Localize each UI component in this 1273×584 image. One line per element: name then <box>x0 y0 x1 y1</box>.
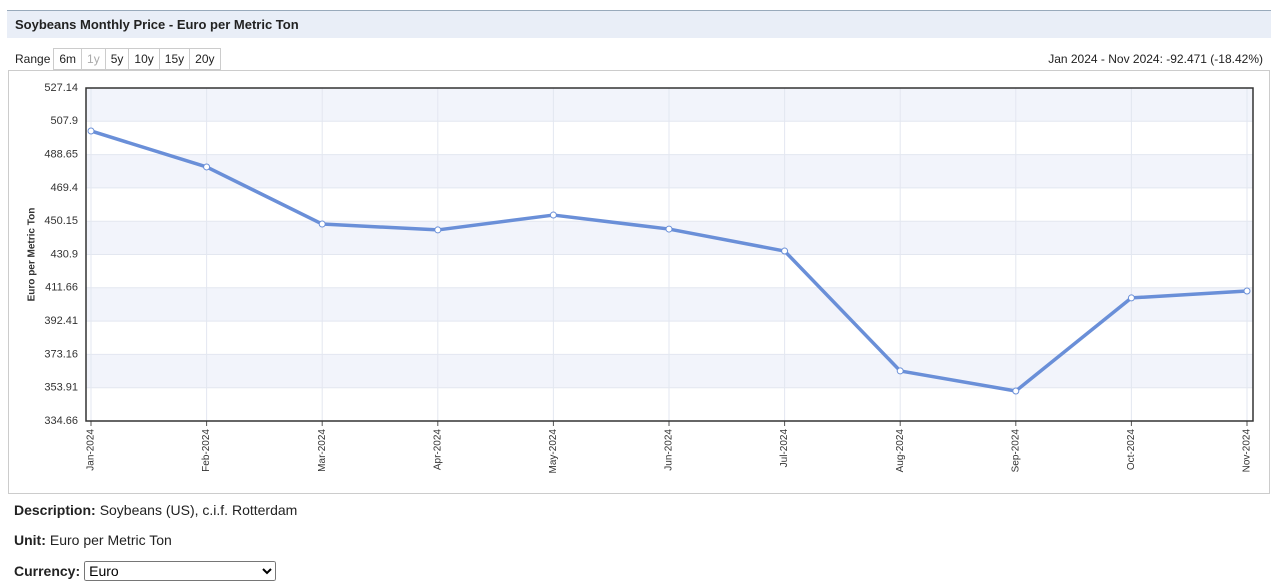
y-tick-label: 527.14 <box>44 82 78 94</box>
y-tick-label: 507.9 <box>50 115 78 127</box>
x-tick-label: Jul-2024 <box>779 429 790 468</box>
data-point <box>87 127 95 135</box>
x-tick-label: Mar-2024 <box>317 429 328 472</box>
y-tick-label: 353.91 <box>44 382 78 394</box>
header-bar: Soybeans Monthly Price - Euro per Metric… <box>7 10 1271 38</box>
x-tick-label: May-2024 <box>548 429 559 474</box>
unit: Euro per Metric Ton <box>49 532 172 548</box>
x-tick-label: Aug-2024 <box>895 429 906 473</box>
x-tick-label: Jan-2024 <box>86 429 97 471</box>
unit-row: Unit: Euro per Metric Ton <box>14 532 172 548</box>
data-point <box>1127 294 1135 302</box>
data-point <box>318 220 326 228</box>
y-tick-label: 450.15 <box>44 215 78 227</box>
x-tick-label: Sep-2024 <box>1010 429 1021 473</box>
x-tick-label: Apr-2024 <box>432 429 443 471</box>
y-tick-label: 334.66 <box>44 415 78 427</box>
range-label: Range <box>15 52 51 66</box>
y-tick-label: 488.65 <box>44 148 78 160</box>
chart: 334.66 353.91 373.16 392.41 411.66 430.9 450.1… <box>27 82 1254 474</box>
plot-border <box>85 87 1254 422</box>
range-button[interactable]: 20y <box>189 48 221 70</box>
currency-select[interactable]: Euro <box>84 561 277 581</box>
x-tick-label: Nov-2024 <box>1242 429 1253 473</box>
x-tick-label: Oct-2024 <box>1126 429 1137 471</box>
unit-label: Unit: <box>14 532 46 548</box>
y-tick-label: 430.9 <box>50 248 78 260</box>
data-point <box>896 367 904 375</box>
chart-frame <box>8 70 1270 494</box>
x-tick-label: Jun-2024 <box>664 429 675 471</box>
data-point <box>1012 387 1020 395</box>
currency-label: Currency: <box>14 563 81 579</box>
data-point <box>434 226 442 234</box>
y-tick-label: 411.66 <box>45 282 78 294</box>
range-button[interactable]: 15y <box>158 48 191 70</box>
y-axis-label: Euro per Metric Ton <box>27 208 38 302</box>
range-selector: Range 6m 1y 5y 10y 15y 20y <box>15 48 221 70</box>
x-tick-label: Feb-2024 <box>201 429 212 472</box>
data-point <box>203 163 211 171</box>
range-button[interactable]: 6m <box>53 48 83 70</box>
description: Soybeans (US), c.i.f. Rotterdam <box>99 502 298 518</box>
data-point <box>1243 287 1251 295</box>
y-tick-label: 373.16 <box>44 348 78 360</box>
y-tick-label: 392.41 <box>44 315 78 327</box>
y-tick-label: 469.4 <box>50 182 78 194</box>
chart-title: Soybeans Monthly Price - Euro per Metric… <box>15 17 299 32</box>
change-summary: Jan 2024 - Nov 2024: -92.471 (-18.42%) <box>1048 52 1263 66</box>
description-label: Description: <box>14 502 96 518</box>
data-point <box>549 211 557 219</box>
description-row: Description: Soybeans (US), c.i.f. Rotter… <box>14 502 297 518</box>
data-point <box>781 247 789 255</box>
currency-row: Currency: Euro <box>14 561 277 581</box>
data-point <box>665 225 673 233</box>
